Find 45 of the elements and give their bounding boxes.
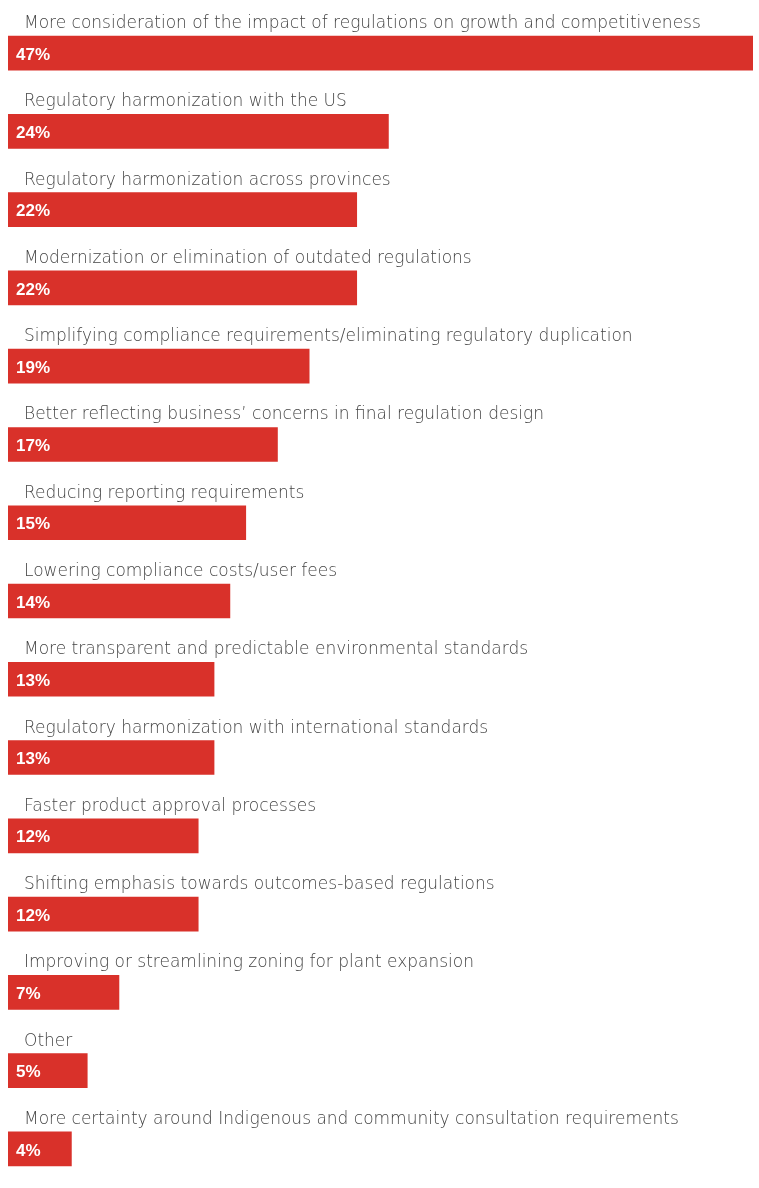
data-label: 14%: [16, 592, 51, 612]
data-label: 5%: [16, 1062, 41, 1082]
data-label: 24%: [16, 123, 51, 143]
y-tick-label: Other: [24, 1029, 73, 1050]
data-label: 22%: [16, 279, 51, 299]
bar: [8, 505, 247, 541]
data-label: 4%: [16, 1140, 41, 1160]
bar: [8, 661, 215, 697]
y-tick-label: More certainty around Indigenous and community consultation requirements: [24, 1107, 679, 1128]
y-tick-label: Regulatory harmonization with the US: [24, 90, 347, 111]
bar: [8, 1131, 72, 1167]
y-tick-label: Regulatory harmonization across provinces: [24, 168, 391, 189]
y-tick-label: Simplifying compliance requirements/eliminating regulatory duplication: [24, 325, 633, 346]
y-tick-label: Shifting emphasis towards outcomes-based regulations: [24, 873, 495, 894]
data-label: 15%: [16, 514, 51, 534]
bar: [8, 192, 358, 227]
y-tick-label: Faster product approval processes: [24, 794, 317, 815]
data-label: 7%: [16, 984, 41, 1004]
bar: [8, 35, 753, 71]
data-label: 13%: [16, 670, 51, 690]
bar: [8, 1053, 88, 1088]
data-label: 12%: [16, 905, 51, 925]
data-label: 12%: [16, 827, 51, 847]
bar: [8, 348, 310, 384]
data-label: 22%: [16, 201, 51, 221]
y-tick-label: Lowering compliance costs/user fees: [24, 560, 338, 580]
y-tick-label: More consideration of the impact of regulations on growth and competitiveness: [24, 12, 701, 33]
y-tick-label: Regulatory harmonization with international standards: [24, 716, 489, 737]
y-tick-label: More transparent and predictable environmental standards: [24, 638, 529, 659]
bar: [8, 818, 199, 854]
bar: [8, 740, 215, 775]
bar: [8, 114, 389, 149]
data-label: 17%: [16, 436, 51, 456]
y-tick-label: Modernization or elimination of outdated regulations: [24, 246, 472, 267]
y-tick-label: Better reflecting business’ concerns in final regulation design: [24, 403, 544, 424]
bar: [8, 975, 120, 1010]
data-label: 13%: [16, 749, 51, 769]
bar: [8, 270, 358, 306]
bar: [8, 896, 199, 932]
y-tick-label: Improving or streamlining zoning for plant expansion: [24, 951, 474, 972]
y-tick-label: Reducing reporting requirements: [24, 481, 305, 502]
bar: [8, 427, 278, 462]
data-label: 19%: [16, 357, 51, 377]
data-label: 47%: [16, 44, 51, 64]
bar: [8, 583, 231, 619]
